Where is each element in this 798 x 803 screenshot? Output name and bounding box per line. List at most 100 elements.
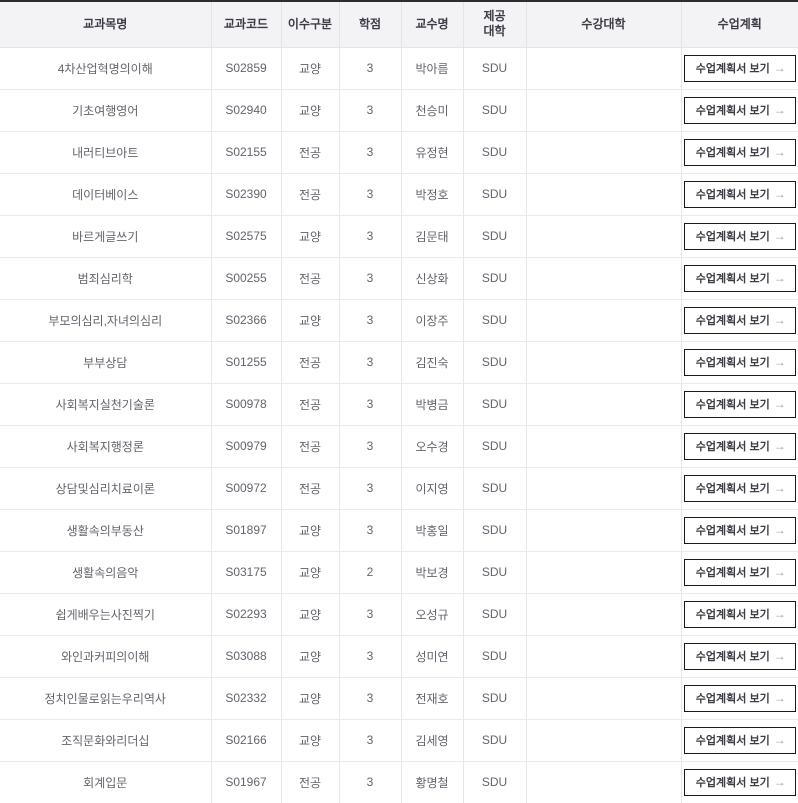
cell-credits: 3 <box>339 467 402 510</box>
view-syllabus-button[interactable]: 수업계획서 보기 → <box>683 54 796 82</box>
cell-course-type: 교양 <box>281 593 340 636</box>
arrow-right-icon: → <box>773 480 786 495</box>
cell-course-type: 교양 <box>281 89 340 132</box>
view-syllabus-button[interactable]: 수업계획서 보기 → <box>683 516 796 544</box>
cell-plan: 수업계획서 보기 → <box>681 383 798 426</box>
view-syllabus-button[interactable]: 수업계획서 보기 → <box>683 264 796 292</box>
view-syllabus-button[interactable]: 수업계획서 보기 → <box>683 180 796 208</box>
view-syllabus-button[interactable]: 수업계획서 보기 → <box>683 600 796 628</box>
arrow-right-icon: → <box>773 354 786 369</box>
cell-plan: 수업계획서 보기 → <box>681 47 798 90</box>
cell-course-type: 교양 <box>281 551 340 594</box>
table-row: 내러티브아트 S02155 전공 3 유정현 SDU 수업계획서 보기 → <box>0 131 798 174</box>
cell-university: SDU <box>463 131 527 174</box>
cell-professor: 오수경 <box>401 425 464 468</box>
cell-university: SDU <box>463 761 527 803</box>
cell-course-type: 전공 <box>281 761 340 803</box>
cell-enrollment <box>526 215 682 258</box>
cell-course-code: S02575 <box>211 215 282 258</box>
cell-credits: 3 <box>339 89 402 132</box>
cell-course-type: 교양 <box>281 299 340 342</box>
cell-university: SDU <box>463 341 527 384</box>
cell-plan: 수업계획서 보기 → <box>681 551 798 594</box>
view-syllabus-button[interactable]: 수업계획서 보기 → <box>683 348 796 376</box>
view-syllabus-label: 수업계획서 보기 <box>695 734 770 747</box>
view-syllabus-button[interactable]: 수업계획서 보기 → <box>683 474 796 502</box>
cell-university: SDU <box>463 425 527 468</box>
cell-course-type: 교양 <box>281 719 340 762</box>
cell-course-code: S03088 <box>211 635 282 678</box>
view-syllabus-label: 수업계획서 보기 <box>695 608 770 621</box>
cell-credits: 3 <box>339 215 402 258</box>
cell-course-code: S01255 <box>211 341 282 384</box>
cell-enrollment <box>526 467 682 510</box>
cell-university: SDU <box>463 467 527 510</box>
cell-professor: 이장주 <box>401 299 464 342</box>
arrow-right-icon: → <box>773 606 786 621</box>
cell-course-name: 데이터베이스 <box>0 173 212 216</box>
column-header-university: 제공 대학 <box>463 2 527 48</box>
cell-course-code: S03175 <box>211 551 282 594</box>
table-row: 정치인물로읽는우리역사 S02332 교양 3 전재호 SDU 수업계획서 보기 → <box>0 677 798 720</box>
cell-university: SDU <box>463 719 527 762</box>
cell-course-type: 전공 <box>281 341 340 384</box>
view-syllabus-button[interactable]: 수업계획서 보기 → <box>683 684 796 712</box>
cell-university: SDU <box>463 215 527 258</box>
cell-professor: 전재호 <box>401 677 464 720</box>
cell-university: SDU <box>463 257 527 300</box>
cell-course-name: 회계입문 <box>0 761 212 803</box>
cell-credits: 3 <box>339 131 402 174</box>
cell-university: SDU <box>463 173 527 216</box>
cell-university: SDU <box>463 677 527 720</box>
cell-enrollment <box>526 719 682 762</box>
view-syllabus-label: 수업계획서 보기 <box>695 482 770 495</box>
arrow-right-icon: → <box>773 186 786 201</box>
cell-plan: 수업계획서 보기 → <box>681 257 798 300</box>
cell-course-name: 생활속의음악 <box>0 551 212 594</box>
cell-professor: 박아름 <box>401 47 464 90</box>
cell-professor: 박정호 <box>401 173 464 216</box>
cell-credits: 3 <box>339 635 402 678</box>
cell-plan: 수업계획서 보기 → <box>681 635 798 678</box>
cell-plan: 수업계획서 보기 → <box>681 719 798 762</box>
arrow-right-icon: → <box>773 60 786 75</box>
view-syllabus-button[interactable]: 수업계획서 보기 → <box>683 390 796 418</box>
cell-professor: 박홍일 <box>401 509 464 552</box>
view-syllabus-button[interactable]: 수업계획서 보기 → <box>683 558 796 586</box>
view-syllabus-button[interactable]: 수업계획서 보기 → <box>683 306 796 334</box>
cell-course-code: S00979 <box>211 425 282 468</box>
view-syllabus-button[interactable]: 수업계획서 보기 → <box>683 432 796 460</box>
cell-university: SDU <box>463 551 527 594</box>
cell-plan: 수업계획서 보기 → <box>681 677 798 720</box>
view-syllabus-label: 수업계획서 보기 <box>695 692 770 705</box>
cell-course-name: 생활속의부동산 <box>0 509 212 552</box>
cell-credits: 2 <box>339 551 402 594</box>
table-row: 부모의심리,자녀의심리 S02366 교양 3 이장주 SDU 수업계획서 보기 → <box>0 299 798 342</box>
cell-course-type: 전공 <box>281 131 340 174</box>
cell-enrollment <box>526 425 682 468</box>
cell-plan: 수업계획서 보기 → <box>681 593 798 636</box>
view-syllabus-button[interactable]: 수업계획서 보기 → <box>683 96 796 124</box>
cell-course-name: 부부상담 <box>0 341 212 384</box>
cell-professor: 김문태 <box>401 215 464 258</box>
cell-university: SDU <box>463 635 527 678</box>
cell-credits: 3 <box>339 341 402 384</box>
arrow-right-icon: → <box>773 270 786 285</box>
table-row: 쉽게배우는사진찍기 S02293 교양 3 오성규 SDU 수업계획서 보기 → <box>0 593 798 636</box>
arrow-right-icon: → <box>773 774 786 789</box>
view-syllabus-button[interactable]: 수업계획서 보기 → <box>683 768 796 796</box>
cell-professor: 김세영 <box>401 719 464 762</box>
cell-enrollment <box>526 89 682 132</box>
view-syllabus-label: 수업계획서 보기 <box>695 314 770 327</box>
arrow-right-icon: → <box>773 312 786 327</box>
view-syllabus-button[interactable]: 수업계획서 보기 → <box>683 138 796 166</box>
table-row: 회계입문 S01967 전공 3 황명철 SDU 수업계획서 보기 → <box>0 761 798 803</box>
column-header-plan: 수업계획 <box>681 2 798 48</box>
view-syllabus-button[interactable]: 수업계획서 보기 → <box>683 726 796 754</box>
arrow-right-icon: → <box>773 438 786 453</box>
view-syllabus-label: 수업계획서 보기 <box>695 146 770 159</box>
cell-enrollment <box>526 131 682 174</box>
view-syllabus-button[interactable]: 수업계획서 보기 → <box>683 642 796 670</box>
view-syllabus-button[interactable]: 수업계획서 보기 → <box>683 222 796 250</box>
